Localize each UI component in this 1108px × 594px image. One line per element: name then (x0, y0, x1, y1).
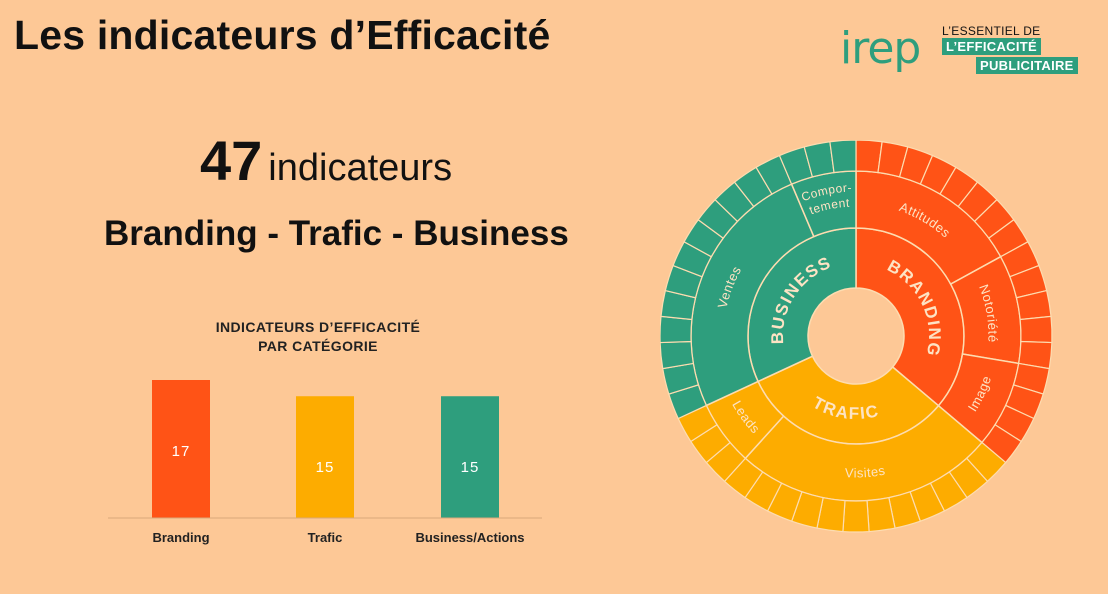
bar-value-label: 15 (461, 459, 480, 476)
irep-logo: irep L’ESSENTIEL DE L’EFFICACITÉ PUBLICI… (840, 24, 1092, 84)
logo-tagline-2: L’EFFICACITÉ (942, 38, 1041, 55)
bar-value-label: 17 (172, 443, 191, 460)
bar-branding (152, 380, 210, 518)
sunburst-outer-segment (842, 499, 870, 533)
indicator-count-label: indicateurs (268, 147, 453, 189)
sunburst-outer-segment (1019, 315, 1053, 344)
sunburst-chart: BRANDINGTRAFICBUSINESSAttitudesNotoriété… (660, 140, 1053, 533)
indicator-count: 47 indicateurs (200, 128, 452, 193)
indicator-count-number: 47 (200, 129, 263, 192)
logo-wordmark: irep (840, 23, 921, 74)
categories-subtitle: Branding - Trafic - Business (104, 214, 569, 253)
bar-trafic (296, 396, 354, 518)
logo-tagline-1: L’ESSENTIEL DE (942, 24, 1041, 38)
category-label: Branding (152, 530, 209, 545)
sunburst-outer-segment (660, 315, 693, 344)
chart-title-line: INDICATEURS D’EFFICACITÉ (216, 319, 421, 335)
bar-chart: INDICATEURS D’EFFICACITÉ PAR CATÉGORIE 17 B… (108, 319, 542, 545)
category-label: Business/Actions (415, 530, 524, 545)
logo-tagline-3: PUBLICITAIRE (976, 57, 1078, 74)
sunburst-outer-segment (829, 140, 857, 174)
sunburst-middle-label: Visites (845, 463, 887, 481)
bar-value-label: 15 (316, 459, 335, 476)
bar-businessactions (441, 396, 499, 518)
sunburst-outer-segment (660, 340, 694, 370)
category-label: Trafic (308, 530, 343, 545)
chart-title-line: PAR CATÉGORIE (258, 338, 378, 354)
page-title: Les indicateurs d’Efficacité (14, 12, 551, 58)
